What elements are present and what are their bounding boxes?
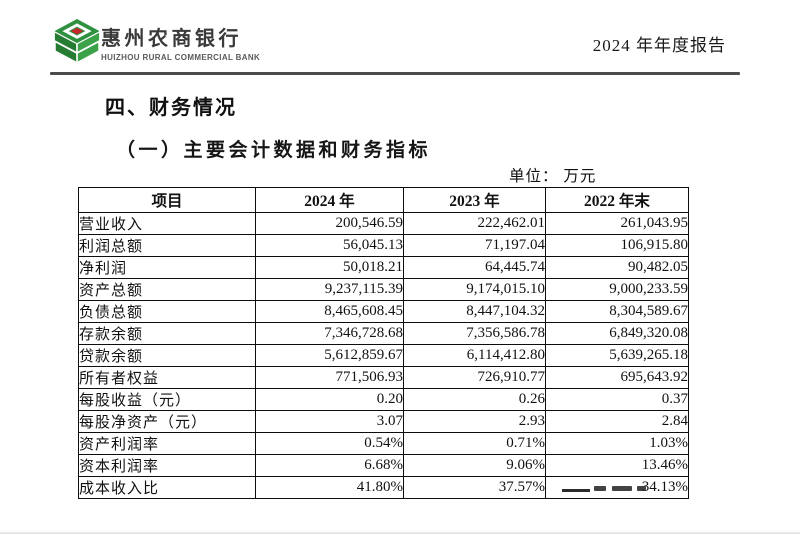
row-value: 222,462.01 <box>403 212 546 235</box>
row-value: 8,447,104.32 <box>403 300 546 323</box>
bank-name-block: 惠州农商银行 HUIZHOU RURAL COMMERCIAL BANK <box>101 28 261 63</box>
row-value: 9,174,015.10 <box>403 278 546 301</box>
table-row: 利润总额 56,045.13 71,197.04 106,915.80 <box>78 234 689 257</box>
column-header-2022-end: 2022 年末 <box>545 187 689 213</box>
row-value: 0.37 <box>545 388 689 411</box>
row-value: 200,546.59 <box>255 212 404 235</box>
row-value: 7,356,586.78 <box>403 322 546 345</box>
row-value: 41.80% <box>255 476 404 499</box>
bank-name-cn: 惠州农商银行 <box>101 28 242 50</box>
row-value: 6,849,320.08 <box>545 322 689 345</box>
table-header-row: 项目 2024 年 2023 年 2022 年末 <box>78 187 689 213</box>
table-row: 所有者权益 771,506.93 726,910.77 695,643.92 <box>78 366 689 389</box>
row-value: 1.03% <box>545 432 689 455</box>
row-label: 成本收入比 <box>78 476 256 499</box>
row-value: 9.06% <box>403 454 546 477</box>
row-value: 9,000,233.59 <box>545 278 689 301</box>
row-label: 所有者权益 <box>78 366 256 389</box>
row-label: 每股收益（元） <box>78 388 256 411</box>
bank-name-en: HUIZHOU RURAL COMMERCIAL BANK <box>101 53 261 62</box>
table-row: 存款余额 7,346,728.68 7,356,586.78 6,849,320.08 <box>78 322 689 345</box>
row-value: 0.20 <box>255 388 404 411</box>
row-value: 2.93 <box>403 410 546 433</box>
table-row: 营业收入 200,546.59 222,462.01 261,043.95 <box>78 212 689 235</box>
table-row: 每股净资产（元） 3.07 2.93 2.84 <box>78 410 689 433</box>
column-header-2023: 2023 年 <box>403 187 546 213</box>
artifact-glyph-fragment <box>637 486 646 491</box>
unit-label: 单位： 万元 <box>509 168 597 185</box>
row-value: 90,482.05 <box>545 256 689 279</box>
table-row: 净利润 50,018.21 64,445.74 90,482.05 <box>78 256 689 279</box>
page-bottom-edge <box>0 531 800 534</box>
row-value: 695,643.92 <box>545 366 689 389</box>
table-row: 资产总额 9,237,115.39 9,174,015.10 9,000,233.59 <box>78 278 689 301</box>
table-row: 贷款余额 5,612,859.67 6,114,412.80 5,639,265.18 <box>78 344 689 367</box>
row-label: 资产利润率 <box>78 432 256 455</box>
row-label: 利润总额 <box>78 234 256 257</box>
row-value: 771,506.93 <box>255 366 404 389</box>
financial-table: 项目 2024 年 2023 年 2022 年末 营业收入 200,546.59 2… <box>78 187 689 499</box>
cutoff-text-artifact <box>560 484 655 494</box>
table-row: 成本收入比 41.80% 37.57% 34.13% <box>78 476 689 499</box>
row-value: 8,465,608.45 <box>255 300 404 323</box>
financial-table-body: 营业收入 200,546.59 222,462.01 261,043.95 利润总额 56… <box>78 212 689 499</box>
artifact-glyph-fragment <box>612 486 632 491</box>
row-label: 负债总额 <box>78 300 256 323</box>
row-value: 71,197.04 <box>403 234 546 257</box>
table-row: 每股收益（元） 0.20 0.26 0.37 <box>78 388 689 411</box>
artifact-glyph-fragment <box>594 486 606 491</box>
row-value: 106,915.80 <box>545 234 689 257</box>
row-label: 营业收入 <box>78 212 256 235</box>
row-label: 资产总额 <box>78 278 256 301</box>
row-label: 贷款余额 <box>78 344 256 367</box>
row-value: 50,018.21 <box>255 256 404 279</box>
header-divider-line <box>50 72 740 75</box>
row-value: 8,304,589.67 <box>545 300 689 323</box>
row-value: 0.26 <box>403 388 546 411</box>
row-label: 资本利润率 <box>78 454 256 477</box>
table-row: 负债总额 8,465,608.45 8,447,104.32 8,304,589.67 <box>78 300 689 323</box>
row-label: 存款余额 <box>78 322 256 345</box>
row-value: 5,639,265.18 <box>545 344 689 367</box>
section-heading: 四、财务情况 <box>105 97 237 119</box>
row-value: 37.57% <box>403 476 546 499</box>
column-header-2024: 2024 年 <box>255 187 404 213</box>
row-value: 2.84 <box>545 410 689 433</box>
row-label: 每股净资产（元） <box>78 410 256 433</box>
row-value: 56,045.13 <box>255 234 404 257</box>
row-value: 64,445.74 <box>403 256 546 279</box>
row-value: 6.68% <box>255 454 404 477</box>
table-row: 资本利润率 6.68% 9.06% 13.46% <box>78 454 689 477</box>
column-header-item: 项目 <box>78 187 256 213</box>
row-value: 5,612,859.67 <box>255 344 404 367</box>
row-value: 9,237,115.39 <box>255 278 404 301</box>
report-title: 2024 年年度报告 <box>592 36 726 55</box>
table-row: 资产利润率 0.54% 0.71% 1.03% <box>78 432 689 455</box>
row-value: 0.71% <box>403 432 546 455</box>
row-value: 3.07 <box>255 410 404 433</box>
bank-logo-cube-icon <box>54 19 100 62</box>
row-label: 净利润 <box>78 256 256 279</box>
row-value: 0.54% <box>255 432 404 455</box>
artifact-dash <box>562 489 590 492</box>
row-value: 7,346,728.68 <box>255 322 404 345</box>
row-value: 13.46% <box>545 454 689 477</box>
row-value: 726,910.77 <box>403 366 546 389</box>
row-value: 6,114,412.80 <box>403 344 546 367</box>
row-value: 261,043.95 <box>545 212 689 235</box>
section-subheading: （一）主要会计数据和财务指标 <box>116 140 432 161</box>
